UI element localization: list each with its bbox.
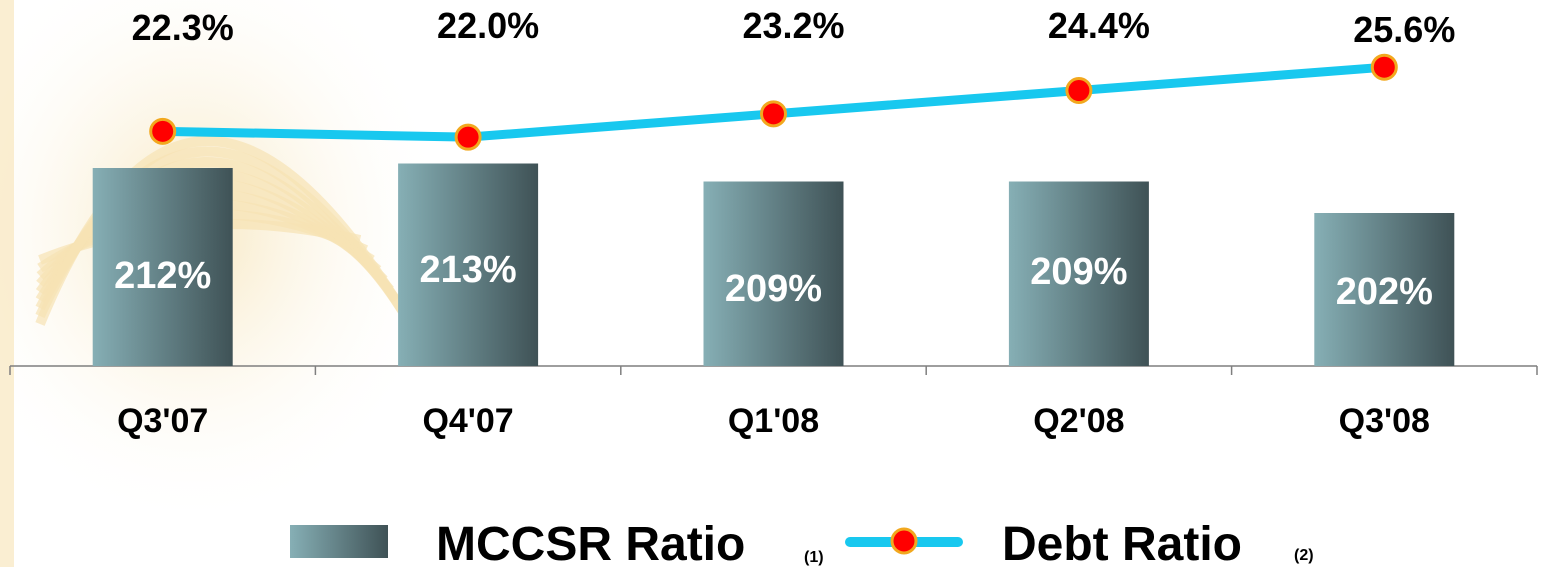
legend-label-mccsr: MCCSR Ratio xyxy=(436,518,745,567)
x-tick-label: Q3'08 xyxy=(1339,402,1430,440)
bar-data-label: 202% xyxy=(1336,271,1433,313)
x-tick-label: Q4'07 xyxy=(422,402,513,440)
legend: MCCSR Ratio (1) Debt Ratio (2) xyxy=(290,518,1314,567)
line-data-label: 24.4% xyxy=(1048,5,1150,46)
debt-ratio-point xyxy=(454,123,482,151)
line-series-debt: 22.3% 22.0% 23.2% 24.4% 25.6% xyxy=(132,5,1455,151)
bar-mccsr xyxy=(398,163,539,366)
legend-label-debt: Debt Ratio xyxy=(1002,518,1242,567)
legend-swatch-debt-marker xyxy=(890,527,918,555)
line-data-label: 22.3% xyxy=(132,7,234,48)
bar-series-mccsr: 212% 213% 209% 209% 202% xyxy=(92,163,1455,366)
debt-ratio-point xyxy=(1370,53,1398,81)
x-tick-label: Q3'07 xyxy=(117,402,208,440)
legend-footnote-debt: (2) xyxy=(1294,547,1314,564)
bar-data-label: 209% xyxy=(725,268,822,310)
bar-data-label: 213% xyxy=(419,249,516,291)
x-tick-label: Q1'08 xyxy=(728,402,819,440)
legend-swatch-mccsr xyxy=(290,525,388,558)
line-data-label: 22.0% xyxy=(437,5,539,46)
bar-mccsr xyxy=(1314,213,1455,366)
bar-mccsr xyxy=(703,181,844,366)
line-data-label: 25.6% xyxy=(1353,9,1455,50)
bar-mccsr xyxy=(1008,181,1149,366)
x-tick-labels: Q3'07 Q4'07 Q1'08 Q2'08 Q3'08 xyxy=(117,402,1430,440)
bar-data-label: 212% xyxy=(114,255,211,297)
debt-ratio-point xyxy=(760,100,787,128)
debt-ratio-point xyxy=(1065,77,1093,105)
debt-ratio-point xyxy=(149,117,177,145)
x-tick-label: Q2'08 xyxy=(1033,402,1124,440)
line-data-label: 23.2% xyxy=(742,5,844,46)
legend-footnote-mccsr: (1) xyxy=(804,549,824,566)
bar-data-label: 209% xyxy=(1030,251,1127,293)
bar-mccsr xyxy=(92,168,233,366)
